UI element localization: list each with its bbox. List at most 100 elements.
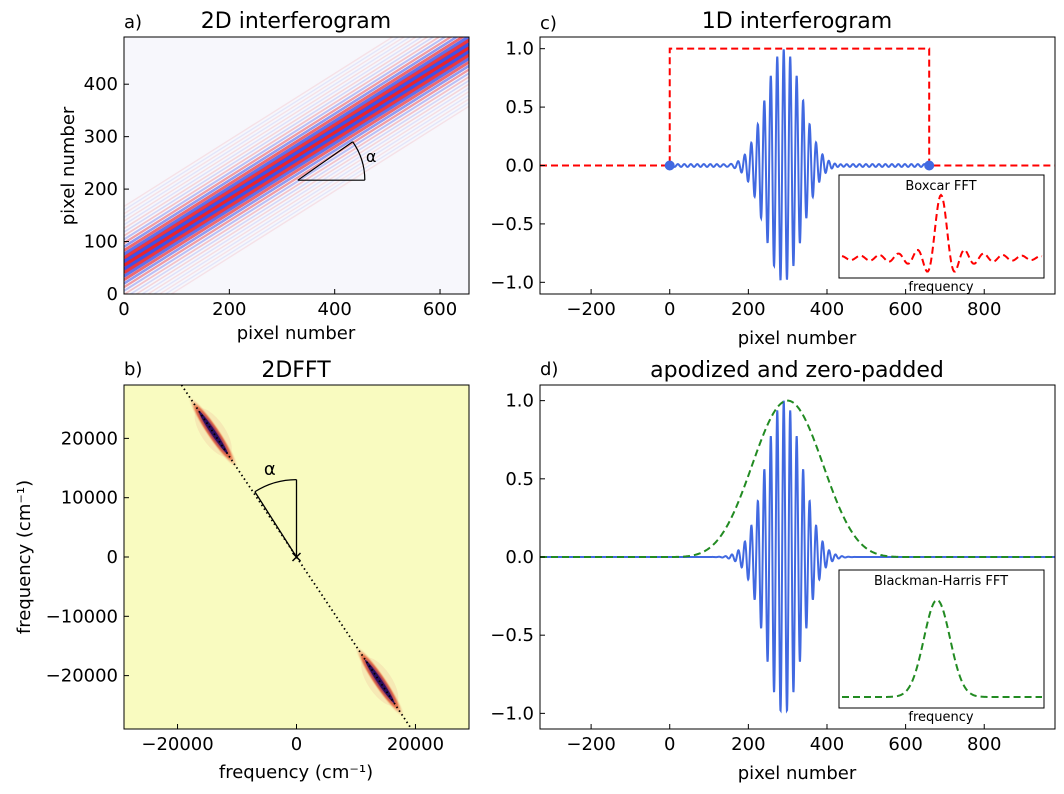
fringe-line [124,37,394,208]
y-tick-label: −20000 [46,666,118,687]
fringe-line [124,53,469,274]
fringe-line [124,68,469,289]
y-tick-label: 0.5 [505,97,534,118]
angle-arc-b [254,478,297,493]
y-tick-label: 0.0 [505,547,534,568]
fringe-line [170,105,469,294]
x-tick-label: 0 [664,299,675,320]
peak-core [198,410,228,455]
angle-ray-b [254,491,298,558]
y-tick-label: −1.0 [490,272,534,293]
endpoint-marker [924,160,935,171]
fringe-line [124,45,469,267]
y-tick-label: 0 [107,284,118,305]
panel-a-frame [123,36,470,295]
fringe-line [124,37,465,252]
fringe-line [158,98,469,294]
fringe-line [124,37,406,215]
x-tick-label: 0 [664,734,675,755]
chart-title-d: apodized and zero-padded [650,358,944,383]
fringe-pattern [124,37,469,294]
fringe-line [129,79,469,294]
fringe-line [124,37,400,211]
x-tick-label: 800 [967,734,1001,755]
y-axis-ticks-d: −1.0 −0.5 0.0 0.5 1.0 [490,391,545,724]
fringe-line [124,37,447,241]
x-tick-label: −200 [566,299,615,320]
inset-boxcar-fft: Boxcar FFT frequency [838,174,1045,295]
x-tick-label: 400 [318,299,352,320]
fringe-line [124,37,412,219]
x-tick-label: 800 [967,299,1001,320]
fft-content [180,385,413,729]
fringe-line [124,76,469,294]
endpoint-marker [664,160,675,171]
fringe-line [124,64,469,285]
x-axis-ticks-d: −200 0 200 400 600 800 [566,724,1001,755]
y-tick-label: 20000 [61,428,118,449]
x-tick-label: 200 [212,299,246,320]
y-axis-ticks-b: −20000 −10000 0 10000 20000 [46,428,129,687]
fringe-line [146,90,469,294]
x-tick-label: 400 [810,299,844,320]
angle-label-alpha-b: α [264,459,276,480]
plot-content-d [540,399,1055,714]
fringe-line [124,37,441,237]
inset-frame-d [838,569,1045,709]
x-tick-label: 0 [118,299,129,320]
panel-label-a: a) [124,12,142,33]
x-axis-ticks: 0 200 400 600 [118,289,457,320]
x-tick-label: 600 [888,734,922,755]
inset-curve-d [842,598,1042,698]
panel-label-c: c) [540,13,557,34]
fringe-line [124,37,424,226]
y-tick-label: −10000 [46,606,118,627]
inset-frame-c [838,174,1045,279]
fringe-line [124,37,435,233]
inset-xlabel-d: frequency [908,710,974,725]
fringe-line [152,94,469,294]
chart-title-c: 1D interferogram [702,9,892,34]
y-tick-label: 0.0 [505,156,534,177]
y-tick-label: 1.0 [505,39,534,60]
y-axis-label-b: frequency (cm⁻¹) [14,480,35,634]
y-tick-label: 200 [84,179,118,200]
fringe-line [124,37,459,248]
panel-apodized: Blackman-Harris FFT frequency −200 0 200 40… [490,358,1056,784]
inset-title-c: Boxcar FFT [905,179,976,194]
x-axis-label-d: pixel number [738,763,857,784]
x-axis-ticks-b: −20000 0 20000 [141,724,444,755]
x-tick-label: 600 [423,299,457,320]
x-tick-label: 0 [291,734,302,755]
angle-ray [297,141,354,181]
y-axis-ticks-c: −1.0 −0.5 0.0 0.5 1.0 [490,39,545,293]
fringe-line [124,49,469,271]
angle-marker [297,141,366,181]
y-tick-label: 10000 [61,488,118,509]
y-axis-label-a: pixel number [58,106,79,225]
y-tick-label: −0.5 [490,214,534,235]
y-tick-label: 400 [84,74,118,95]
x-tick-label: −20000 [141,734,213,755]
fringe-line [164,101,469,294]
fringe-line [135,83,469,294]
panel-2d-interferogram: α 0 200 400 600 0 100 200 300 400 a) 2D interfe… [58,9,470,344]
fringe-line [124,37,418,222]
x-axis-label-c: pixel number [738,328,857,349]
x-tick-label: 200 [731,299,765,320]
x-axis-label-b: frequency (cm⁻¹) [219,762,373,783]
y-tick-label: −0.5 [490,625,534,646]
y-tick-label: 0.5 [505,469,534,490]
fringe-line [124,42,469,263]
x-axis-ticks-c: −200 0 200 400 600 800 [566,289,1001,320]
y-tick-label: 100 [84,232,118,253]
x-axis-label-a: pixel number [237,323,356,344]
x-tick-label: 600 [888,299,922,320]
fringe-line [124,60,469,282]
inset-title-d: Blackman-Harris FFT [874,574,1008,589]
chart-title-b: 2DFFT [261,358,331,383]
fringe-line [124,38,469,260]
x-tick-label: 20000 [387,734,444,755]
y-axis-ticks: 0 100 200 300 400 [84,74,129,305]
